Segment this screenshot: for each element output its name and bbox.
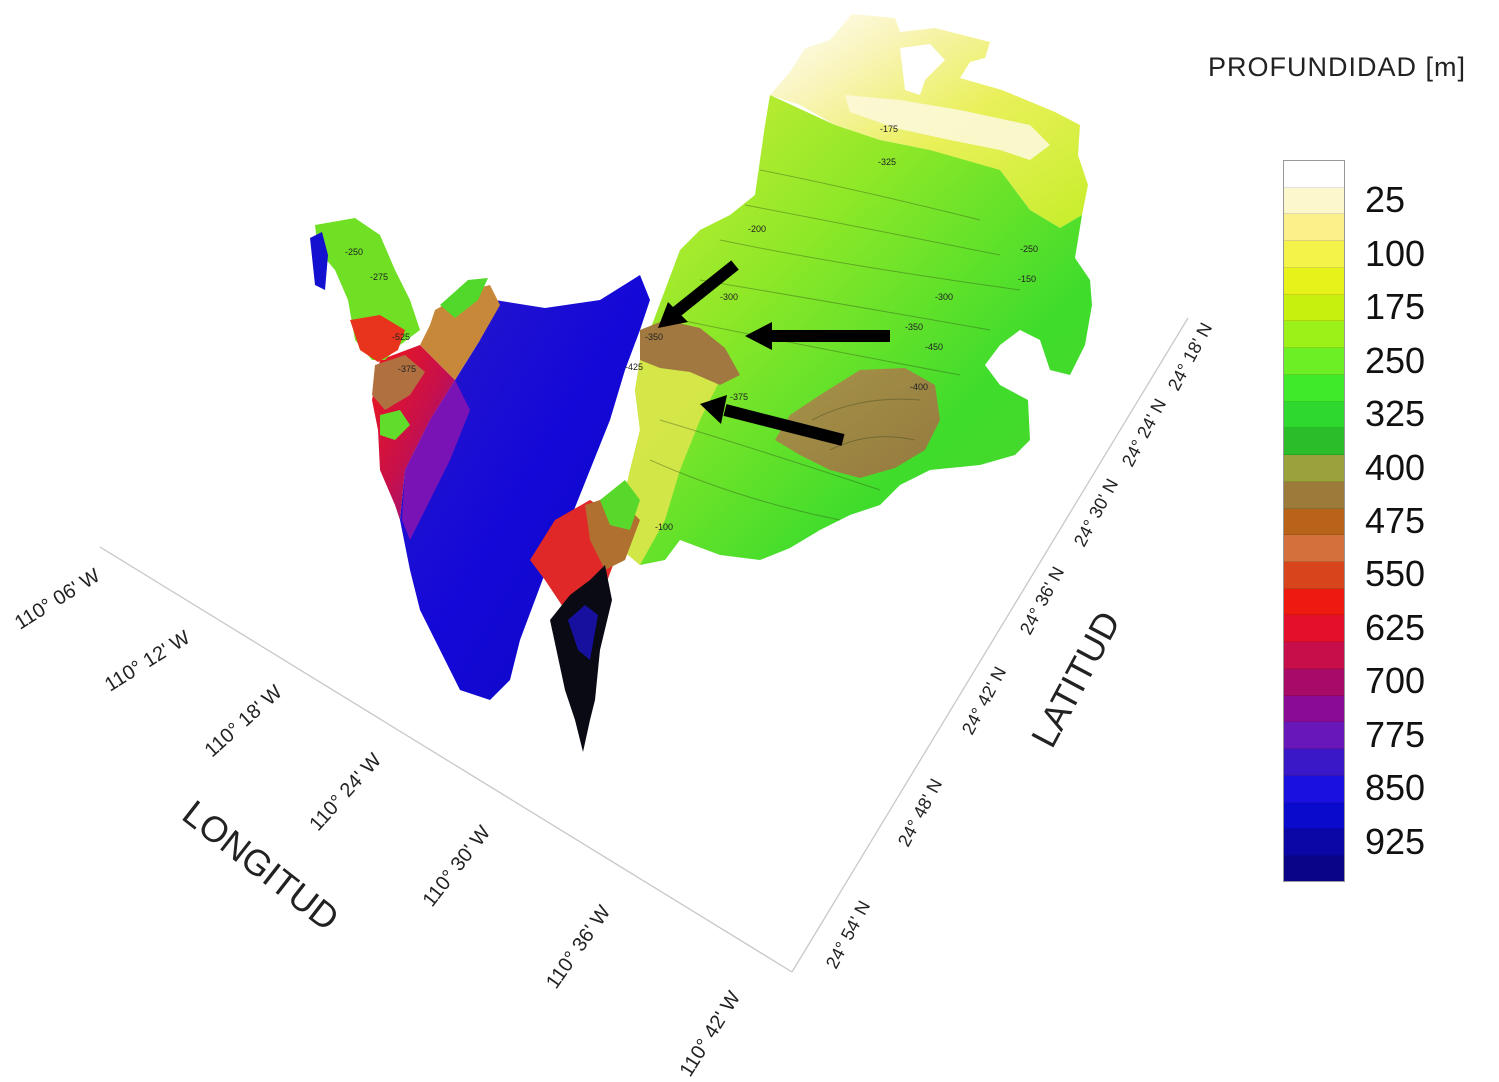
latitude-tick-label: 24° 48' N — [894, 775, 946, 849]
latitude-tick-label: 24° 42' N — [958, 663, 1010, 737]
legend-label: 400 — [1365, 446, 1426, 488]
longitude-axis: 110° 06' W 110° 12' W 110° 18' W 110° 24… — [11, 565, 745, 1081]
white-gap — [900, 44, 945, 95]
legend-label: 325 — [1365, 393, 1426, 435]
brown-ridge — [640, 320, 740, 385]
arrow-icon — [658, 260, 739, 328]
legend-label: 25 — [1365, 179, 1406, 221]
legend-color-band — [1284, 401, 1344, 429]
legend-color-band — [1284, 187, 1344, 215]
longitude-tick-label: 110° 18' W — [201, 681, 287, 762]
contour-label: -175 — [880, 124, 898, 134]
black-spike — [550, 565, 612, 752]
latitude-tick-label: 24° 36' N — [1016, 563, 1068, 637]
legend-label: 550 — [1365, 553, 1426, 595]
legend-color-band — [1284, 374, 1344, 402]
contour-label: -250 — [345, 247, 363, 257]
legend-color-band — [1284, 775, 1344, 803]
arrow-icon — [700, 395, 845, 446]
longitude-tick-label: 110° 06' W — [11, 565, 104, 635]
legend-color-band — [1284, 642, 1344, 669]
legend-color-band — [1284, 668, 1344, 696]
legend-label: 475 — [1365, 500, 1426, 541]
longitude-tick-label: 110° 42' W — [676, 988, 746, 1081]
legend-label: 100 — [1365, 232, 1426, 274]
spike-blue — [568, 605, 598, 660]
arrow-icon — [745, 322, 890, 350]
contour-label: -525 — [392, 332, 410, 342]
legend-color-band — [1284, 802, 1344, 830]
legend-color-band — [1284, 588, 1344, 616]
longitude-tick-label: 110° 24' W — [305, 749, 386, 835]
blue-trench — [400, 275, 650, 700]
legend-label: 700 — [1365, 660, 1426, 702]
contour-label: -300 — [935, 292, 953, 302]
legend-color-band — [1284, 161, 1344, 188]
legend-label: 775 — [1365, 713, 1426, 755]
legend-label: 625 — [1365, 606, 1426, 648]
legend-color-band — [1284, 321, 1344, 349]
longitude-tick-label: 110° 12' W — [101, 627, 194, 697]
legend-color-band — [1284, 562, 1344, 589]
legend-color-band — [1284, 214, 1344, 242]
legend-label: 925 — [1365, 820, 1426, 862]
contour-label: -350 — [645, 332, 663, 342]
contour-label: -400 — [910, 382, 928, 392]
near-green — [600, 480, 640, 530]
depth-color-scale — [1283, 160, 1345, 882]
legend-color-band — [1284, 348, 1344, 375]
yellow-slope — [610, 345, 720, 565]
purple-slope — [402, 380, 470, 540]
contour-label: -375 — [398, 364, 416, 374]
terrain-surface — [310, 14, 1092, 752]
longitude-tick-label: 110° 36' W — [542, 902, 615, 993]
axis-frame — [99, 317, 1189, 973]
legend-color-band — [1284, 481, 1344, 509]
longitude-tick-label: 110° 30' W — [419, 822, 495, 911]
left-knob-green — [380, 410, 410, 440]
left-ridge-lower — [372, 355, 425, 410]
left-ridge — [420, 285, 500, 380]
left-peninsula-blue — [310, 232, 328, 290]
latitude-tick-label: 24° 30' N — [1070, 475, 1122, 549]
contour-label: -250 — [1020, 244, 1038, 254]
legend-color-band — [1284, 829, 1344, 857]
left-peninsula-red — [350, 315, 405, 362]
brown-basin — [775, 368, 940, 478]
legend-color-band — [1284, 749, 1344, 776]
contour-label: -150 — [1018, 274, 1036, 284]
legend-color-band — [1284, 535, 1344, 563]
latitude-tick-label: 24° 24' N — [1118, 395, 1170, 469]
legend-label: 175 — [1365, 286, 1426, 328]
contour-label: -425 — [625, 362, 643, 372]
legend-color-band — [1284, 695, 1344, 723]
contour-label: -300 — [720, 292, 738, 302]
contour-label: -375 — [730, 392, 748, 402]
legend-color-band — [1284, 722, 1344, 750]
legend-color-band — [1284, 428, 1344, 456]
contour-label: -200 — [748, 224, 766, 234]
legend-label: 850 — [1365, 767, 1426, 809]
contour-label: -325 — [878, 157, 896, 167]
legend-color-band — [1284, 455, 1344, 482]
legend-color-band — [1284, 294, 1344, 322]
contour-label: -350 — [905, 322, 923, 332]
contour-lines — [649, 169, 1021, 521]
contour-label-group: -175 -200 -250 -275 -300 -325 -350 -375 … — [345, 124, 1038, 532]
annotation-arrows — [658, 260, 890, 446]
legend-color-band — [1284, 856, 1344, 881]
contour-label: -275 — [370, 272, 388, 282]
latitude-tick-label: 24° 18' N — [1164, 319, 1216, 393]
legend-title: PROFUNDIDAD [m] — [1208, 52, 1466, 82]
legend-color-band — [1284, 241, 1344, 268]
contour-label: -100 — [655, 522, 673, 532]
legend-label: 250 — [1365, 339, 1426, 381]
legend-color-band — [1284, 615, 1344, 643]
legend-color-band — [1284, 267, 1344, 295]
legend-color-band — [1284, 508, 1344, 536]
contour-label: -450 — [925, 342, 943, 352]
white-gap-2 — [845, 95, 1050, 160]
left-ridge-green — [440, 278, 488, 318]
